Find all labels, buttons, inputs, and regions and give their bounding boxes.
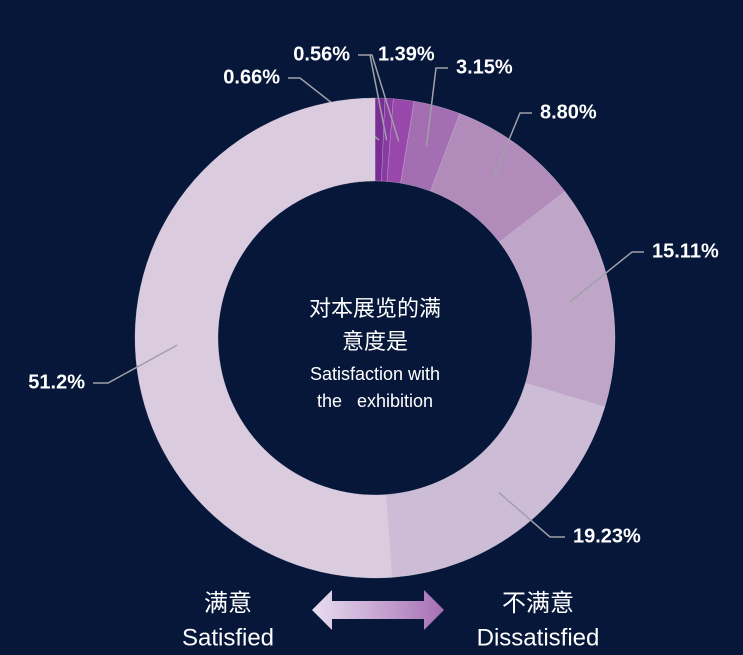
leader-line <box>492 112 532 180</box>
center-title: 对本展览的满 <box>309 297 441 322</box>
slice <box>386 382 606 578</box>
arrow <box>312 590 444 630</box>
leader-line <box>425 67 448 147</box>
center-subtitle: Satisfaction with <box>310 364 440 384</box>
value-label: 1.39% <box>378 43 435 65</box>
legend-label: 满意 <box>204 589 252 617</box>
leader-line <box>498 491 565 538</box>
value-label: 15.11% <box>652 240 719 262</box>
value-label: 8.80% <box>540 101 597 123</box>
center-title: 意度是 <box>342 330 408 355</box>
legend-label: Dissatisfied <box>477 624 600 651</box>
value-label: 19.23% <box>573 525 641 547</box>
leader-line <box>93 344 178 384</box>
slice <box>134 97 393 579</box>
value-label: 3.15% <box>456 56 513 78</box>
leader-line <box>569 251 644 303</box>
legend-label: Satisfied <box>182 624 274 651</box>
value-label: 0.66% <box>223 66 280 88</box>
value-label: 51.2% <box>28 371 85 393</box>
legend-label: 不满意 <box>502 589 574 617</box>
value-label: 0.56% <box>293 43 350 65</box>
leader-line <box>370 54 400 142</box>
center-subtitle: the exhibition <box>317 391 433 411</box>
